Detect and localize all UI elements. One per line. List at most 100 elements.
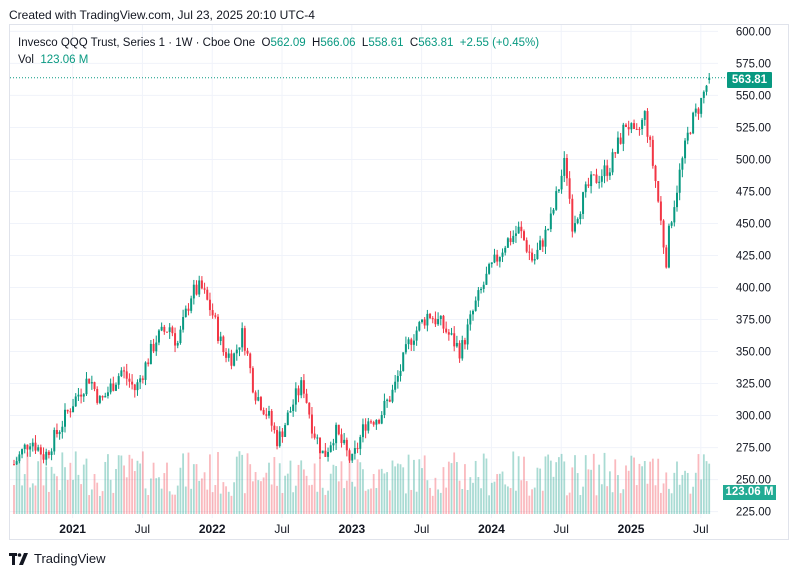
- candle-body: [53, 429, 56, 452]
- volume-bar: [141, 451, 144, 514]
- candle-body: [614, 152, 617, 154]
- candle-body: [289, 411, 292, 413]
- chart-frame[interactable]: [9, 24, 789, 540]
- volume-bar: [217, 452, 219, 514]
- volume-bar: [80, 484, 83, 514]
- candle-body: [404, 344, 407, 353]
- candle-body: [69, 411, 72, 413]
- y-tick-label: 600.00: [736, 26, 771, 38]
- volume-bar: [603, 452, 606, 514]
- candle-body: [26, 444, 29, 450]
- candle-body: [284, 425, 287, 437]
- candle-body: [155, 342, 158, 352]
- candle-body: [359, 437, 362, 449]
- candle-body: [139, 378, 142, 383]
- volume-bar: [557, 457, 560, 514]
- candle-body: [206, 289, 209, 300]
- volume-bar: [404, 493, 407, 514]
- candle-body: [380, 415, 383, 424]
- volume-bar: [58, 490, 61, 514]
- volume-bar: [445, 487, 448, 514]
- candle-body: [294, 388, 297, 405]
- candle-body: [622, 124, 625, 144]
- volume-bar: [184, 486, 187, 514]
- volume-bar: [53, 473, 56, 514]
- volume-bar: [254, 472, 257, 514]
- y-tick-label: 225.00: [736, 507, 771, 519]
- legend-vol-label[interactable]: Vol: [18, 54, 34, 66]
- candle-body: [131, 381, 134, 385]
- volume-bar: [37, 461, 40, 514]
- volume-bar: [117, 455, 120, 514]
- candle-body: [600, 176, 603, 182]
- volume-bar: [394, 466, 397, 514]
- volume-bar: [622, 489, 625, 514]
- candle-body: [157, 330, 160, 343]
- y-tick-label: 300.00: [736, 411, 771, 423]
- candle-body: [624, 124, 627, 127]
- volume-bar: [329, 473, 332, 514]
- candle-body: [512, 235, 515, 243]
- legend-low-label: L: [361, 37, 369, 49]
- volume-bar: [458, 480, 461, 514]
- y-tick-label: 475.00: [736, 186, 771, 198]
- volume-bar: [694, 472, 697, 514]
- candle-body: [708, 77, 711, 80]
- volume-bar: [493, 481, 496, 514]
- candle-body: [445, 328, 448, 333]
- candle-body: [251, 368, 254, 393]
- volume-bar: [313, 463, 316, 514]
- volume-bar: [461, 488, 464, 514]
- volume-bar: [520, 480, 523, 514]
- volume-bar: [450, 463, 453, 514]
- volume-bar: [337, 481, 340, 514]
- candle-body: [187, 308, 190, 311]
- volume-bar: [238, 451, 241, 514]
- footer-brand[interactable]: TradingView: [9, 551, 106, 566]
- legend-open: 562.09: [270, 37, 306, 49]
- volume-bar: [579, 495, 582, 514]
- candle-body: [496, 254, 499, 262]
- candle-body: [426, 313, 429, 326]
- volume-bar: [670, 493, 673, 514]
- volume-bar: [64, 467, 66, 514]
- volume-bar: [222, 482, 225, 514]
- candle-body: [493, 254, 496, 263]
- candle-body: [678, 169, 681, 193]
- volume-bar: [34, 485, 37, 514]
- volume-bar: [203, 472, 206, 514]
- candle-body: [179, 329, 182, 343]
- candle-body: [528, 251, 531, 253]
- volume-bar: [598, 464, 601, 514]
- volume-bar: [673, 472, 676, 514]
- candle-body: [536, 249, 539, 260]
- candle-body: [378, 419, 381, 424]
- volume-bar: [31, 483, 34, 514]
- candle-body: [225, 352, 228, 358]
- volume-bar: [681, 474, 684, 514]
- candle-body: [437, 318, 440, 325]
- candle-body: [547, 229, 550, 231]
- candle-body: [66, 409, 69, 412]
- footer-brand-text: TradingView: [34, 551, 106, 566]
- legend-symbol[interactable]: Invesco QQQ Trust, Series 1 · 1W · Cboe …: [18, 37, 256, 49]
- volume-bar: [665, 472, 668, 514]
- candle-body: [627, 126, 630, 130]
- candle-body: [490, 262, 493, 265]
- volume-bar: [182, 453, 185, 514]
- candle-body: [300, 380, 303, 396]
- candle-body: [488, 264, 491, 274]
- volume-bar: [453, 452, 456, 514]
- candle-body: [192, 284, 195, 299]
- legend-close: 563.81: [418, 37, 454, 49]
- volume-bar: [23, 474, 26, 514]
- candle-body: [208, 299, 211, 311]
- volume-bar: [407, 454, 410, 514]
- candle-body: [345, 439, 348, 451]
- volume-bar: [410, 489, 413, 514]
- candle-body: [689, 132, 692, 134]
- candle-body: [434, 318, 437, 325]
- volume-bar: [576, 473, 579, 514]
- y-tick-label: 250.00: [736, 475, 771, 487]
